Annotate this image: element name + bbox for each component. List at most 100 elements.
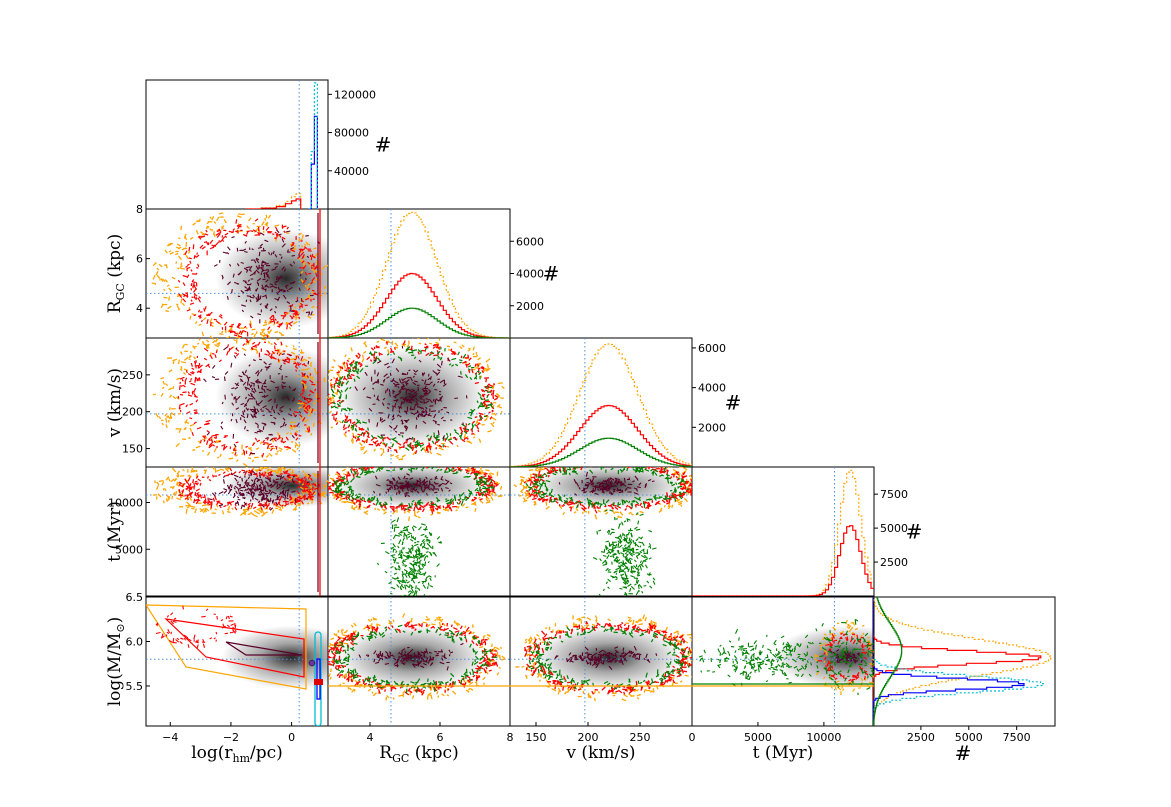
contour-segment — [207, 364, 211, 369]
contour-segment — [538, 482, 543, 487]
contour-segment — [328, 474, 331, 477]
contour-segment — [168, 478, 171, 482]
contour-segment — [425, 352, 430, 357]
contour-segment — [663, 467, 667, 473]
contour-segment — [305, 482, 309, 485]
contour-segment — [638, 541, 642, 544]
contour-segment — [568, 472, 571, 476]
contour-segment — [195, 297, 198, 301]
contour-segment — [237, 498, 241, 501]
contour-segment — [243, 501, 248, 506]
contour-segment — [240, 402, 245, 406]
contour-segment — [290, 358, 295, 361]
contour-segment — [622, 499, 627, 504]
contour-segment — [421, 443, 425, 447]
contour-segment — [634, 526, 638, 530]
contour-segment — [405, 346, 410, 351]
contour-segment — [618, 523, 622, 525]
contour-segment — [440, 478, 444, 481]
contour-segment — [338, 401, 342, 405]
contour-segment — [276, 505, 282, 509]
contour-segment — [457, 505, 460, 509]
contour-segment — [287, 488, 290, 491]
contour-segment — [456, 501, 460, 505]
contour-segment — [385, 443, 388, 446]
contour-segment — [260, 479, 264, 484]
contour-segment — [630, 570, 636, 573]
contour-segment — [532, 485, 536, 488]
contour-segment — [551, 467, 556, 470]
contour-segment — [640, 563, 644, 568]
contour-segment — [301, 494, 306, 499]
contour-segment — [421, 407, 425, 410]
contour-segment — [391, 480, 394, 486]
contour-segment — [389, 351, 394, 353]
contour-segment — [485, 386, 491, 390]
contour-segment — [278, 323, 283, 327]
contour-segment — [220, 421, 224, 424]
contour-segment — [569, 506, 572, 509]
contour-segment — [209, 228, 212, 231]
contour-segment — [282, 500, 287, 503]
contour-segment — [178, 237, 181, 240]
contour-segment — [440, 395, 443, 401]
contour-segment — [630, 585, 635, 590]
contour-segment — [657, 501, 660, 505]
contour-segment — [408, 550, 412, 555]
contour-segment — [269, 314, 274, 320]
contour-segment — [574, 471, 579, 475]
contour-segment — [218, 359, 222, 363]
contour-segment — [252, 491, 255, 494]
contour-segment — [412, 537, 417, 541]
contour-segment — [321, 490, 325, 495]
contour-segment — [615, 578, 618, 581]
contour-segment — [440, 360, 443, 366]
contour-segment — [250, 493, 253, 498]
contour-segment — [633, 559, 637, 563]
contour-segment — [248, 269, 252, 272]
contour-segment — [359, 498, 363, 501]
contour-segment — [520, 478, 525, 482]
contour-segment — [384, 501, 387, 505]
contour-segment — [471, 502, 475, 506]
contour-segment — [265, 222, 269, 226]
contour-segment — [219, 505, 222, 509]
contour-segment — [218, 462, 219, 464]
contour-segment — [531, 476, 535, 479]
contour-segment — [291, 254, 296, 257]
contour-segment — [298, 399, 303, 403]
contour-segment — [429, 506, 435, 509]
contour-segment — [235, 459, 239, 463]
contour-segment — [622, 581, 627, 586]
contour-segment — [265, 498, 270, 503]
contour-segment — [256, 486, 259, 492]
contour-segment — [190, 299, 193, 302]
contour-segment — [255, 258, 260, 264]
contour-segment — [434, 503, 438, 507]
contour-segment — [251, 387, 254, 391]
contour-segment — [682, 491, 687, 494]
contour-segment — [377, 360, 382, 364]
contour-segment — [425, 446, 428, 451]
contour-segment — [294, 414, 298, 418]
contour-segment — [262, 405, 267, 409]
contour-segment — [289, 320, 294, 325]
contour-segment — [682, 475, 688, 479]
contour-segment — [497, 395, 500, 398]
contour-segment — [397, 579, 402, 582]
contour-segment — [420, 415, 426, 418]
contour-segment — [346, 475, 349, 477]
contour-segment — [410, 396, 415, 398]
contour-segment — [279, 449, 282, 452]
contour-segment — [300, 270, 304, 274]
contour-segment — [379, 493, 381, 496]
contour-segment — [300, 477, 304, 481]
contour-segment — [267, 498, 271, 503]
contour-segment — [206, 431, 210, 436]
contour-segment — [298, 238, 301, 242]
contour-segment — [532, 497, 537, 501]
contour-segment — [413, 569, 416, 572]
contour-segment — [262, 382, 267, 385]
contour-segment — [164, 488, 167, 492]
contour-segment — [246, 225, 249, 229]
